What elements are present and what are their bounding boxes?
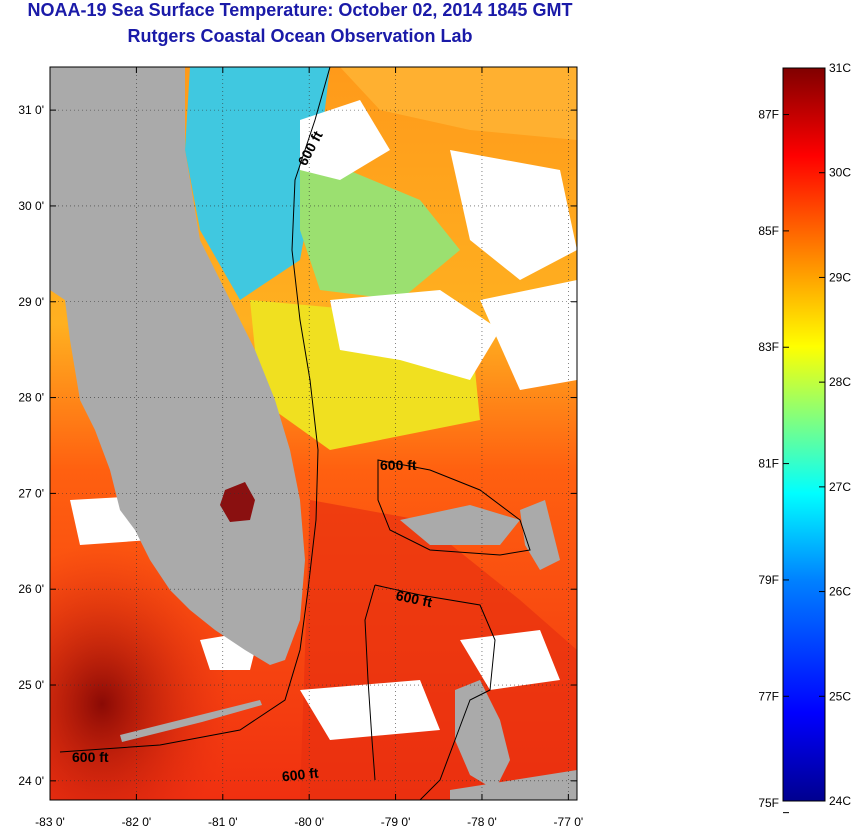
lat-tick-label: 30 0' (18, 199, 44, 213)
cuba-coast (450, 770, 577, 800)
colorbar-c-label: 31C (829, 61, 851, 75)
contour-label: 600 ft (72, 749, 109, 765)
isobath-600ft (377, 459, 531, 556)
map-panel (50, 67, 577, 800)
lon-tick-label: -78 0' (467, 815, 497, 829)
latitude-axis: 31 0' 30 0' 29 0' 28 0' 27 0' 26 0' 25 0' 24 0' (18, 103, 577, 788)
cool-water-north (185, 67, 330, 300)
colorbar-f-label: 75F (758, 796, 779, 810)
colorbar-c-label: 25C (829, 689, 851, 703)
florida-keys (120, 700, 262, 742)
lat-tick-label: 31 0' (18, 103, 44, 117)
map-frame (49, 66, 578, 801)
map-title: NOAA-19 Sea Surface Temperature: October… (27, 0, 573, 20)
map-subtitle: Rutgers Coastal Ocean Observation Lab (127, 26, 473, 46)
abaco-island (520, 500, 560, 570)
lake-okeechobee (220, 482, 255, 522)
lon-tick-label: -83 0' (35, 815, 65, 829)
colorbar-f-label: 83F (758, 340, 779, 354)
lon-tick-label: -79 0' (381, 815, 411, 829)
colorbar-c-label: 27C (829, 480, 851, 494)
colorbar-fahrenheit-scale: 87F 85F 83F 81F 79F 77F 75F (758, 108, 789, 814)
contour-label: 600 ft (380, 457, 417, 473)
colorbar-f-label: 79F (758, 573, 779, 587)
lat-tick-label: 25 0' (18, 678, 44, 692)
lon-tick-label: -80 0' (294, 815, 324, 829)
colorbar-celsius-scale: 31C 30C 29C 28C 27C 26C 25C 24C (819, 61, 851, 808)
cloud-patch (480, 280, 577, 390)
isobath-600ft (364, 584, 496, 800)
longitude-axis: -83 0' -82 0' -81 0' -80 0' -79 0' -78 0' -77 … (35, 67, 583, 829)
lat-tick-label: 29 0' (18, 295, 44, 309)
lat-tick-label: 27 0' (18, 486, 44, 500)
colorbar-c-label: 28C (829, 375, 851, 389)
colorbar-f-label: 77F (758, 689, 779, 703)
colorbar-c-label: 26C (829, 585, 851, 599)
lon-tick-label: -82 0' (122, 815, 152, 829)
lon-tick-label: -77 0' (554, 815, 584, 829)
colorbar-c-label: 24C (829, 794, 851, 808)
colorbar-c-label: 29C (829, 270, 851, 284)
colorbar-f-label: 81F (758, 457, 779, 471)
colorbar-c-label: 30C (829, 166, 851, 180)
contour-label: 600 ft (281, 765, 319, 785)
colorbar-f-label: 87F (758, 108, 779, 122)
cloud-patch (300, 100, 390, 180)
lon-tick-label: -81 0' (208, 815, 238, 829)
lat-tick-label: 26 0' (18, 582, 44, 596)
isobath-600ft (59, 67, 331, 753)
andros-island (455, 680, 510, 790)
cloud-patch (330, 290, 500, 380)
colorbar-f-label: 85F (758, 224, 779, 238)
colorbar (782, 67, 826, 802)
cool-water-northeast (340, 67, 577, 140)
lat-tick-label: 24 0' (18, 774, 44, 788)
contour-label: 600 ft (395, 587, 434, 610)
grand-bahama (400, 505, 520, 545)
cloud-patch (460, 630, 560, 690)
lat-tick-label: 28 0' (18, 391, 44, 405)
teal-water (300, 150, 460, 300)
